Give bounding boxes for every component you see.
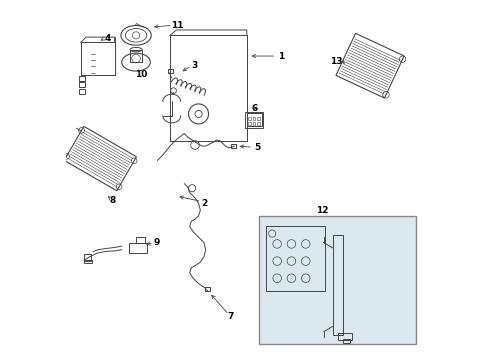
- Bar: [252, 122, 255, 125]
- Bar: [257, 117, 260, 120]
- Bar: [168, 69, 173, 73]
- FancyBboxPatch shape: [259, 216, 416, 344]
- Bar: [338, 333, 352, 340]
- Bar: [248, 122, 251, 125]
- Bar: [205, 287, 210, 292]
- Text: 11: 11: [171, 21, 183, 30]
- Text: 3: 3: [191, 61, 197, 70]
- Bar: [248, 117, 251, 120]
- Bar: [79, 76, 85, 81]
- Bar: [245, 112, 263, 128]
- Bar: [257, 122, 260, 125]
- Text: 10: 10: [135, 70, 147, 79]
- Text: 2: 2: [201, 199, 207, 208]
- Bar: [130, 50, 142, 62]
- Text: 9: 9: [153, 238, 160, 247]
- Text: 7: 7: [227, 312, 234, 321]
- Text: 5: 5: [254, 143, 261, 152]
- Bar: [231, 144, 236, 148]
- Text: 12: 12: [316, 206, 328, 215]
- Text: 1: 1: [278, 51, 284, 60]
- Text: 13: 13: [330, 57, 343, 66]
- Text: 4: 4: [104, 34, 111, 43]
- Bar: [79, 89, 85, 94]
- Text: 6: 6: [251, 104, 258, 113]
- Bar: [170, 35, 247, 141]
- Bar: [333, 235, 343, 336]
- Bar: [343, 339, 350, 343]
- Text: 8: 8: [110, 196, 116, 205]
- Bar: [84, 254, 92, 261]
- Bar: [136, 237, 145, 243]
- Bar: [247, 113, 262, 126]
- Bar: [267, 226, 325, 291]
- Bar: [129, 243, 147, 253]
- Bar: [252, 117, 255, 120]
- Bar: [83, 260, 93, 263]
- Bar: [81, 42, 115, 75]
- Bar: [79, 82, 85, 87]
